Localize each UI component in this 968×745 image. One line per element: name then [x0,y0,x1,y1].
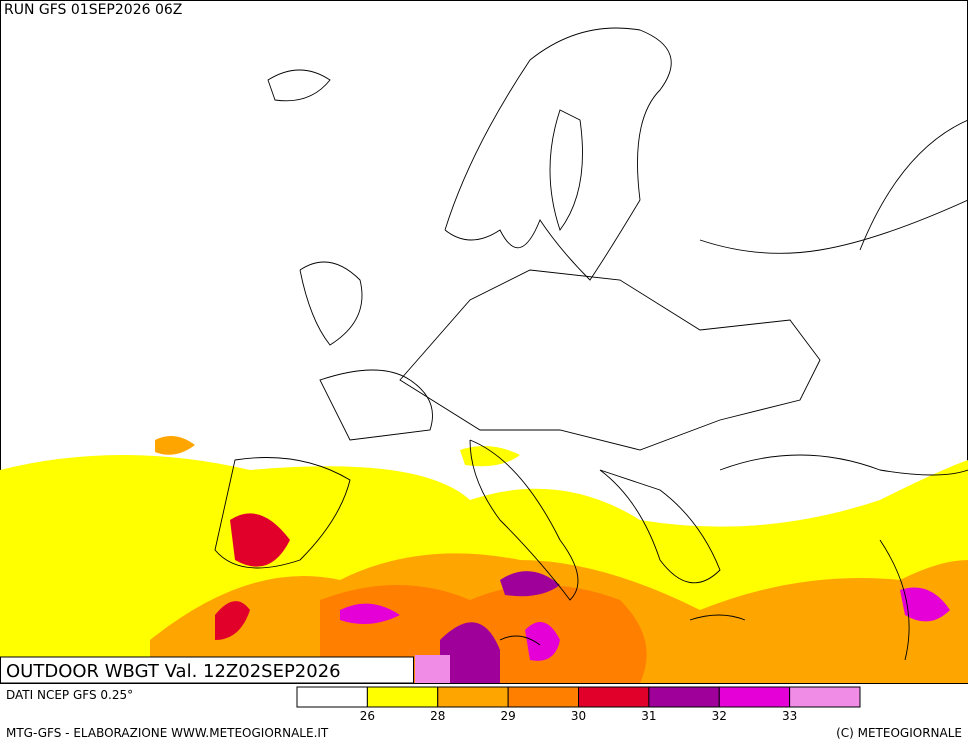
colorbar-box [296,686,368,708]
footer-right: (C) METEOGIORNALE [836,726,962,740]
title-box [0,656,414,684]
colorbar-tick-label: 29 [500,709,515,723]
colorbar-tick-label: 33 [782,709,797,723]
colorbar-tick-label: 28 [430,709,445,723]
colorbar-tick-label: 32 [712,709,727,723]
run-label: RUN GFS 01SEP2026 06Z [4,2,182,18]
map-title: OUTDOOR WBGT Val. 12Z02SEP2026 [6,661,341,682]
colorbar-box [718,686,791,708]
colorbar-tick-label: 26 [360,709,375,723]
colorbar-box [789,686,861,708]
colorbar-box [578,686,650,708]
colorbar-box [507,686,579,708]
footer-left: MTG-GFS - ELABORAZIONE WWW.METEOGIORNALE… [6,726,329,740]
colorbar: 26 28 29 30 31 32 33 [296,686,861,723]
data-source: DATI NCEP GFS 0.25° [6,688,133,702]
heat-field [0,436,968,683]
colorbar-box [366,686,439,708]
colorbar-box [437,686,509,708]
colorbar-tick-label: 31 [641,709,656,723]
colorbar-tick-label: 30 [571,709,586,723]
coastlines [214,27,968,661]
colorbar-box [648,686,720,708]
